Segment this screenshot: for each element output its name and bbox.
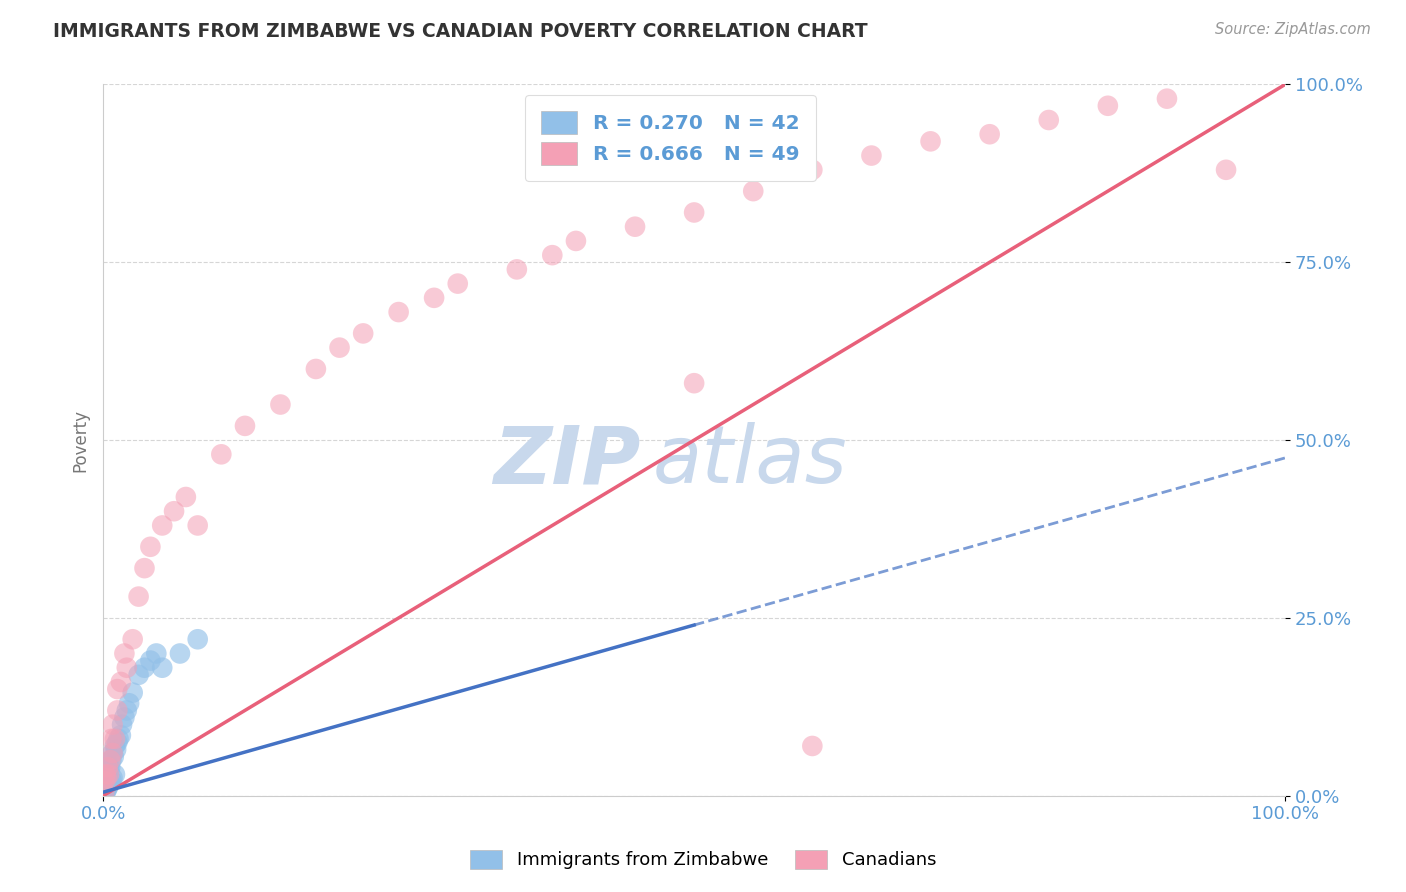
Point bbox=[101, 771, 124, 785]
Point bbox=[742, 184, 765, 198]
Point bbox=[100, 753, 122, 767]
Point bbox=[100, 731, 122, 746]
Point bbox=[1038, 113, 1060, 128]
Point bbox=[96, 774, 118, 789]
Point bbox=[93, 774, 115, 789]
Point bbox=[233, 418, 256, 433]
Point bbox=[100, 773, 122, 788]
Text: atlas: atlas bbox=[652, 423, 848, 500]
Point bbox=[93, 767, 115, 781]
Point bbox=[128, 590, 150, 604]
Point bbox=[121, 632, 143, 647]
Point bbox=[98, 776, 121, 790]
Point bbox=[187, 518, 209, 533]
Text: Source: ZipAtlas.com: Source: ZipAtlas.com bbox=[1215, 22, 1371, 37]
Point bbox=[187, 632, 209, 647]
Point bbox=[110, 675, 132, 690]
Point bbox=[96, 783, 118, 797]
Point bbox=[107, 731, 129, 746]
Point bbox=[98, 778, 121, 792]
Point bbox=[979, 127, 1001, 141]
Point bbox=[305, 362, 328, 376]
Point bbox=[94, 771, 117, 785]
Point bbox=[1156, 92, 1178, 106]
Point bbox=[565, 234, 588, 248]
Point bbox=[98, 767, 121, 781]
Point bbox=[150, 661, 173, 675]
Point bbox=[169, 647, 191, 661]
Point bbox=[801, 739, 824, 753]
Point bbox=[93, 774, 115, 789]
Point bbox=[105, 735, 128, 749]
Point bbox=[98, 753, 121, 767]
Point bbox=[352, 326, 374, 341]
Text: IMMIGRANTS FROM ZIMBABWE VS CANADIAN POVERTY CORRELATION CHART: IMMIGRANTS FROM ZIMBABWE VS CANADIAN POV… bbox=[53, 22, 868, 41]
Point bbox=[104, 767, 127, 781]
Point bbox=[97, 780, 120, 795]
Point bbox=[97, 760, 120, 774]
Point bbox=[328, 341, 350, 355]
Point bbox=[624, 219, 647, 234]
Point bbox=[93, 785, 115, 799]
Point bbox=[93, 785, 115, 799]
Point bbox=[97, 767, 120, 781]
Legend: R = 0.270   N = 42, R = 0.666   N = 49: R = 0.270 N = 42, R = 0.666 N = 49 bbox=[524, 95, 815, 181]
Point bbox=[209, 447, 232, 461]
Point bbox=[101, 746, 124, 760]
Point bbox=[96, 771, 118, 785]
Point bbox=[115, 661, 138, 675]
Point bbox=[506, 262, 529, 277]
Point bbox=[683, 376, 706, 391]
Point bbox=[103, 749, 125, 764]
Point bbox=[115, 703, 138, 717]
Point bbox=[93, 778, 115, 792]
Point bbox=[98, 760, 121, 774]
Point bbox=[105, 681, 128, 696]
Point bbox=[447, 277, 470, 291]
Point bbox=[423, 291, 446, 305]
Point bbox=[93, 781, 115, 796]
Y-axis label: Poverty: Poverty bbox=[72, 409, 89, 472]
Point bbox=[112, 647, 135, 661]
Point bbox=[104, 739, 127, 753]
Point bbox=[94, 778, 117, 792]
Point bbox=[150, 518, 173, 533]
Point bbox=[94, 785, 117, 799]
Point bbox=[121, 685, 143, 699]
Point bbox=[139, 654, 162, 668]
Point bbox=[112, 710, 135, 724]
Point bbox=[105, 742, 128, 756]
Point bbox=[134, 561, 156, 575]
Point bbox=[388, 305, 411, 319]
Point bbox=[1097, 99, 1119, 113]
Point bbox=[860, 148, 883, 162]
Point bbox=[96, 760, 118, 774]
Legend: Immigrants from Zimbabwe, Canadians: Immigrants from Zimbabwe, Canadians bbox=[461, 841, 945, 879]
Point bbox=[174, 490, 197, 504]
Point bbox=[118, 696, 141, 710]
Point bbox=[101, 746, 124, 760]
Point bbox=[105, 703, 128, 717]
Point bbox=[97, 756, 120, 771]
Point bbox=[94, 764, 117, 778]
Point bbox=[920, 134, 942, 148]
Point bbox=[801, 162, 824, 177]
Point bbox=[541, 248, 564, 262]
Point bbox=[269, 398, 291, 412]
Point bbox=[128, 668, 150, 682]
Point bbox=[110, 728, 132, 742]
Point bbox=[134, 661, 156, 675]
Point bbox=[104, 731, 127, 746]
Point bbox=[139, 540, 162, 554]
Point bbox=[683, 205, 706, 219]
Point bbox=[163, 504, 186, 518]
Point bbox=[101, 717, 124, 731]
Point bbox=[94, 767, 117, 781]
Point bbox=[1215, 162, 1237, 177]
Point bbox=[98, 764, 121, 778]
Text: ZIP: ZIP bbox=[494, 423, 641, 500]
Point bbox=[145, 647, 167, 661]
Point bbox=[111, 717, 134, 731]
